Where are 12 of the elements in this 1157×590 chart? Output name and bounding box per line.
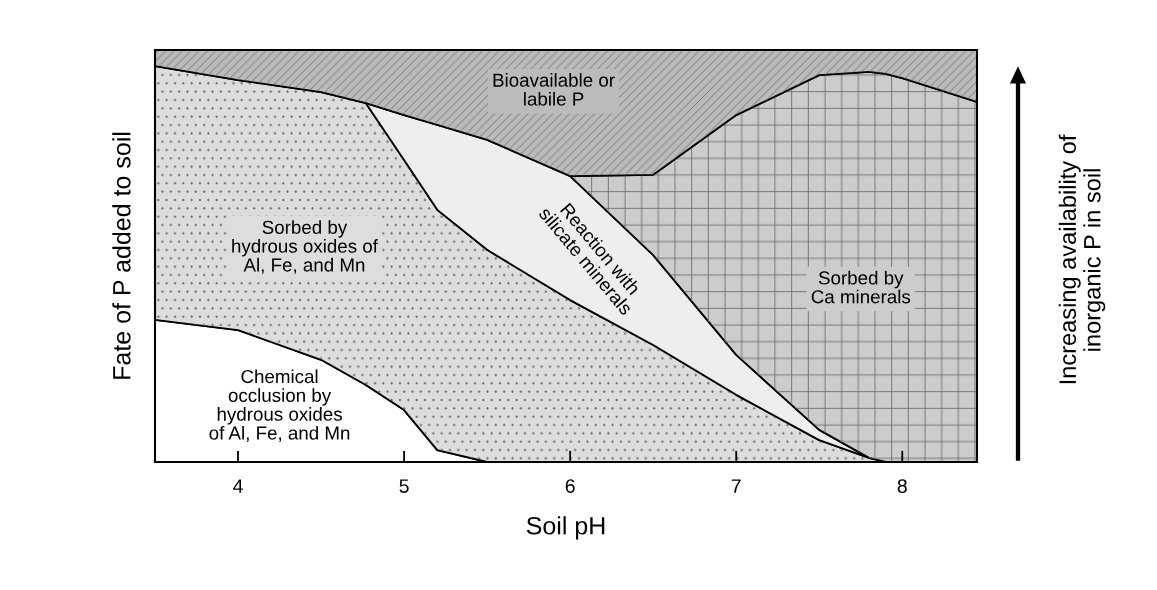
- x-tick-label: 5: [399, 479, 409, 493]
- series-label: Chemical occlusion by hydrous oxides of Al, Fe, and Mn: [209, 369, 350, 442]
- series-label: Sorbed by Ca minerals: [811, 270, 911, 304]
- x-axis-title: Soil pH: [526, 516, 605, 540]
- text: Increasing availability of inorganic P in soil: [1058, 134, 1106, 384]
- series-label: Sorbed by hydrous oxides of Al, Fe, and Mn: [232, 220, 378, 274]
- x-tick-label: 4: [233, 479, 243, 493]
- x-tick-label: 7: [731, 479, 741, 493]
- series-label: Bioavailable or labile P: [493, 73, 615, 106]
- y-axis-title: Fate of P added to soil: [112, 132, 131, 379]
- x-tick-label: 8: [897, 479, 907, 493]
- x-tick-label: 6: [565, 479, 575, 493]
